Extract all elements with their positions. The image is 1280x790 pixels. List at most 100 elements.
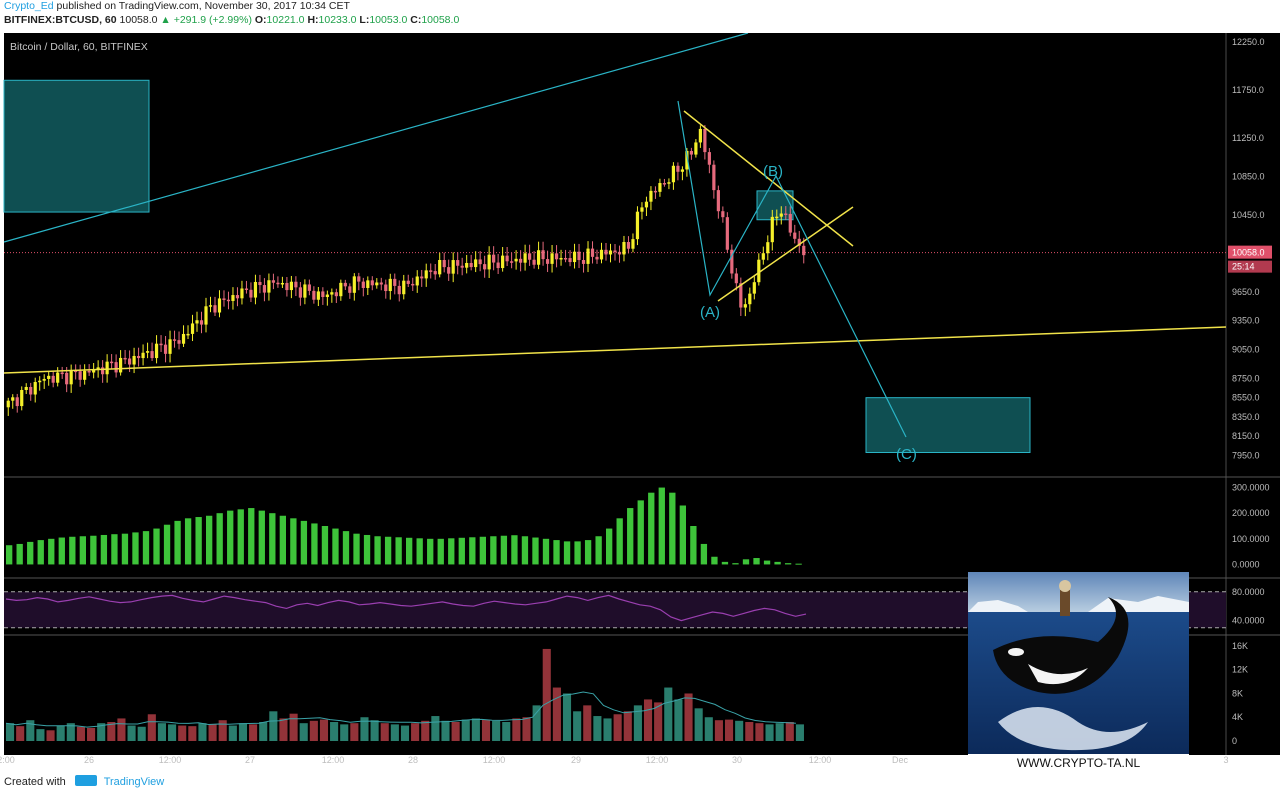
candle-body: [590, 248, 595, 257]
candle-body: [527, 253, 532, 260]
change-label: ▲ +291.9 (+2.99%): [160, 14, 252, 26]
candle-body: [361, 281, 365, 288]
candle-body: [734, 273, 738, 284]
author-link[interactable]: Crypto_Ed: [4, 0, 54, 12]
oscillator-bar: [648, 492, 655, 565]
candle-body: [186, 333, 190, 336]
time-tick-label: 30: [732, 755, 742, 765]
oscillator-bar: [658, 487, 665, 565]
candle-body: [384, 284, 388, 292]
oscillator-bar: [700, 543, 708, 565]
candle-body: [29, 386, 33, 395]
candle-body: [78, 371, 82, 380]
candle-body: [793, 232, 797, 239]
candle-body: [213, 305, 217, 313]
volume-bar: [26, 720, 35, 741]
candle-body: [501, 255, 505, 269]
oscillator-bar: [490, 536, 497, 565]
volume-bar: [188, 726, 197, 741]
candle-body: [577, 251, 581, 261]
price-tick-label: 11250.0: [1232, 133, 1264, 143]
candle-body: [640, 207, 644, 212]
chart-canvas[interactable]: (A) (B) (C) 12250.0 11750.0 11250.0 10850.0 10…: [0, 33, 1280, 773]
candle-body: [469, 262, 473, 268]
oscillator-bar: [784, 563, 792, 565]
candle-body: [617, 251, 622, 255]
oscillator-bar: [406, 537, 413, 565]
volume-bar: [431, 716, 440, 741]
candle-body: [514, 258, 518, 262]
oscillator-tick-label: 300.0000: [1232, 483, 1270, 493]
candle-body: [739, 283, 743, 308]
oscillator-bar: [184, 518, 192, 565]
price-tick-label: 7950.0: [1232, 450, 1260, 460]
price-tick-label: 12250.0: [1232, 37, 1265, 47]
candle-body: [195, 320, 199, 324]
candle-body: [568, 258, 572, 263]
volume-bar: [654, 702, 663, 741]
candle-body: [411, 283, 415, 286]
oscillator-bar: [679, 505, 686, 565]
oscillator-bar: [448, 538, 455, 565]
price-tick-label: 8750.0: [1232, 373, 1260, 383]
candle-body: [388, 278, 392, 292]
time-tick-label: 12:00: [322, 755, 345, 765]
time-tick-label: 12:00: [646, 755, 669, 765]
time-tick-label: 2:00: [0, 755, 15, 765]
oscillator-bar: [195, 517, 202, 565]
candle-body: [752, 282, 756, 294]
price-tick-label: 9650.0: [1232, 287, 1260, 297]
oscillator-bar: [563, 541, 571, 565]
time-tick-label: 28: [408, 755, 418, 765]
candle-body: [613, 250, 617, 252]
candle-body: [235, 295, 240, 299]
candle-body: [267, 280, 271, 293]
candle-body: [532, 259, 536, 265]
candle-body: [159, 343, 163, 346]
price-tick-label: 9050.0: [1232, 345, 1260, 355]
candle-body: [74, 370, 78, 373]
candle-body: [680, 169, 685, 172]
publish-info: published on TradingView.com, November 3…: [56, 0, 350, 12]
countdown-tag: [1228, 260, 1272, 273]
candle-body: [280, 282, 285, 285]
candle-body: [725, 217, 729, 250]
candle-body: [581, 260, 586, 264]
candle-body: [716, 190, 720, 212]
volume-bar: [603, 718, 612, 741]
oscillator-bar: [206, 515, 213, 565]
volume-bar: [208, 724, 217, 741]
target-zone-box: [3, 79, 150, 213]
tradingview-link[interactable]: TradingView: [103, 776, 165, 788]
candle-body: [433, 271, 437, 275]
oscillator-bar: [669, 492, 676, 565]
volume-bar: [532, 705, 541, 741]
oscillator-bar: [311, 523, 318, 565]
volume-tick-label: 12K: [1232, 665, 1248, 675]
volume-bar: [137, 726, 146, 741]
candle-body: [438, 260, 442, 275]
candle-body: [92, 369, 96, 373]
volume-bar: [664, 687, 673, 741]
candle-body: [770, 216, 774, 243]
candle-body: [298, 287, 302, 298]
volume-tick-label: 8K: [1232, 688, 1243, 698]
candle-body: [730, 249, 734, 274]
volume-tick-label: 0: [1232, 736, 1237, 746]
candle-body: [671, 165, 676, 183]
candle-body: [330, 292, 334, 295]
volume-bar: [157, 723, 166, 741]
candle-body: [231, 295, 235, 301]
volume-bar: [755, 723, 764, 741]
volume-bar: [117, 718, 126, 741]
candle-body: [393, 278, 397, 286]
candle-body: [761, 253, 765, 260]
volume-bar: [147, 714, 156, 741]
oscillator-bar: [142, 531, 150, 565]
oscillator-bar: [521, 536, 529, 565]
time-tick-label: 29: [571, 755, 581, 765]
oscillator-bar: [69, 536, 76, 565]
oscillator-bar: [374, 536, 381, 565]
candle-body: [312, 290, 316, 300]
oscillator-bar: [616, 518, 623, 565]
